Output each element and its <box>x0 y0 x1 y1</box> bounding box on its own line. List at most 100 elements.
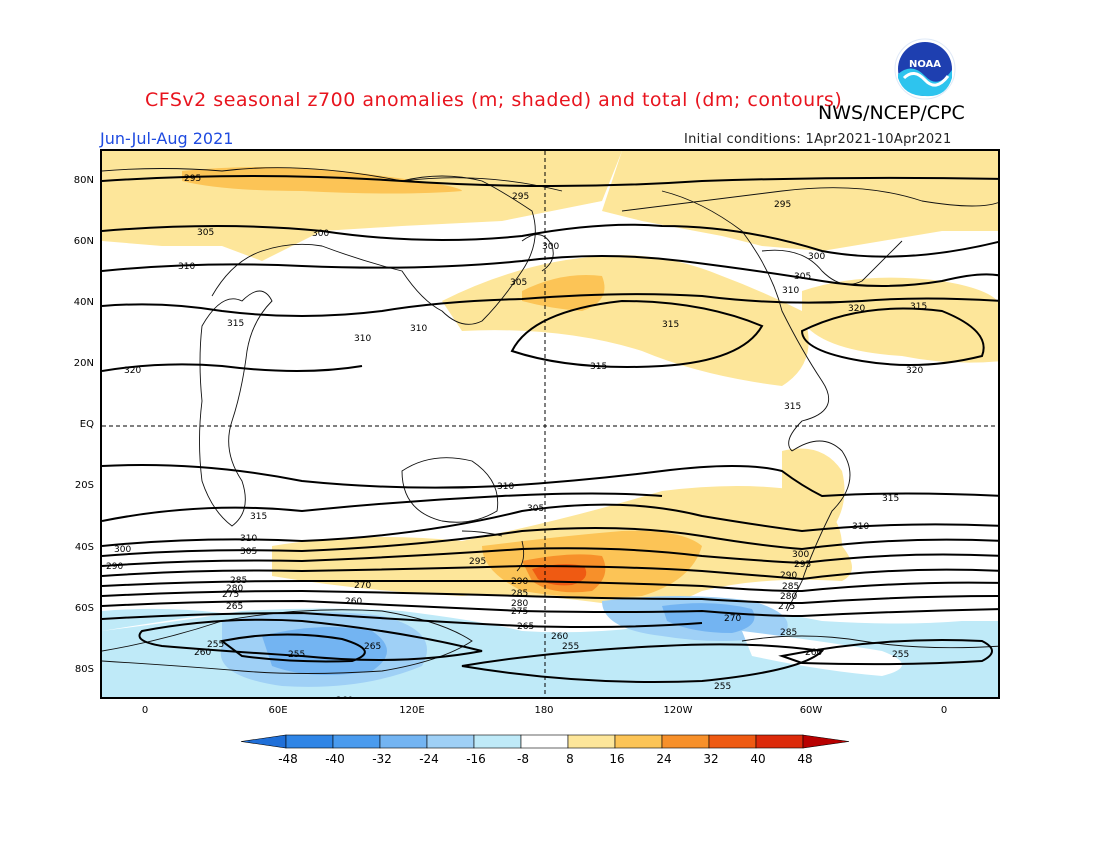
colorbar-bin <box>426 734 475 749</box>
contour-label: 260 <box>194 648 211 658</box>
colorbar-tick: -40 <box>325 752 345 766</box>
contour-label: 305 <box>197 228 214 238</box>
positive-anomaly-shading <box>102 151 998 607</box>
contour-label: 295 <box>774 200 791 210</box>
agency-label: NWS/NCEP/CPC <box>818 102 965 124</box>
colorbar-tick: -8 <box>517 752 529 766</box>
contour-label: 315 <box>662 320 679 330</box>
contour-label: 320 <box>124 366 141 376</box>
lon-label-120e: 120E <box>399 705 425 716</box>
contour-label: 270 <box>724 614 741 624</box>
lon-label-60w: 60W <box>799 705 823 716</box>
lat-label-80n: 80N <box>73 175 94 186</box>
colorbar-bin <box>520 734 569 749</box>
contour-label: 260 <box>805 648 822 658</box>
contour-label: 295 <box>512 192 529 202</box>
lat-label-80s: 80S <box>74 664 94 675</box>
colorbar-tick: 40 <box>750 752 766 766</box>
contour-label: 255 <box>207 640 224 650</box>
contour-labels: 295 295 295 300 300 300 305 305 305 310 … <box>106 174 927 699</box>
lon-label-0: 0 <box>141 705 149 716</box>
colorbar-bin <box>473 734 522 749</box>
contour-label: 310 <box>240 534 257 544</box>
contour-label: 260 <box>551 632 568 642</box>
contour-label: 300 <box>808 252 825 262</box>
contour-label: 285 <box>780 628 797 638</box>
colorbar-bin <box>332 734 381 749</box>
contour-label: 315 <box>227 319 244 329</box>
contour-label: 290 <box>106 562 123 572</box>
contour-label: 305 <box>510 278 527 288</box>
anomaly-map: 295 295 295 300 300 300 305 305 305 310 … <box>100 149 1000 699</box>
contour-label: 310 <box>410 324 427 334</box>
contour-label: 315 <box>910 302 927 312</box>
contour-label: 275 <box>222 590 239 600</box>
contour-label: 310 <box>852 522 869 532</box>
colorbar-bin <box>240 734 287 749</box>
contour-label: 310 <box>354 334 371 344</box>
contour-label: 255 <box>562 642 579 652</box>
lon-label-180: 180 <box>534 705 554 716</box>
lat-label-40n: 40N <box>73 297 94 308</box>
contour-label: 300 <box>542 242 559 252</box>
lon-label-60e: 60E <box>268 705 288 716</box>
colorbar-tick: 48 <box>797 752 813 766</box>
contour-label: 315 <box>590 362 607 372</box>
contour-label: 315 <box>882 494 899 504</box>
map-svg: 295 295 295 300 300 300 305 305 305 310 … <box>102 151 998 699</box>
contour-label: 320 <box>906 366 923 376</box>
contour-label: 260 <box>336 696 353 699</box>
lat-label-60s: 60S <box>74 603 94 614</box>
initial-conditions-label: Initial conditions: 1Apr2021-10Apr2021 <box>684 132 952 147</box>
contour-label: 300 <box>312 229 329 239</box>
contour-label: 295 <box>184 174 201 184</box>
contour-label: 295 <box>794 560 811 570</box>
season-label: Jun-Jul-Aug 2021 <box>100 129 234 148</box>
contour-label: 275 <box>778 602 795 612</box>
contour-label: 265 <box>226 602 243 612</box>
contour-label: 315 <box>250 512 267 522</box>
lon-label-120w: 120W <box>663 705 693 716</box>
colorbar-tick: -32 <box>372 752 392 766</box>
colorbar-bin <box>802 734 850 749</box>
contour-label: 320 <box>848 304 865 314</box>
contour-label: 285 <box>230 576 247 586</box>
contour-label: 275 <box>511 607 528 617</box>
contour-label: 305 <box>527 504 544 514</box>
negative-anomaly-shading <box>102 596 998 697</box>
lon-label-0-east: 0 <box>940 705 948 716</box>
lat-label-60n: 60N <box>73 236 94 247</box>
contour-label: 300 <box>114 545 131 555</box>
lat-label-20n: 20N <box>73 358 94 369</box>
contour-label: 310 <box>178 262 195 272</box>
lat-label-20s: 20S <box>74 480 94 491</box>
noaa-logo: NOAA <box>894 38 956 100</box>
contour-label: 265 <box>517 622 534 632</box>
colorbar-bin <box>379 734 428 749</box>
lat-label-40s: 40S <box>74 542 94 553</box>
lat-label-eq: EQ <box>79 419 94 430</box>
colorbar-bin <box>567 734 616 749</box>
colorbar-tick: 16 <box>609 752 625 766</box>
contour-label: 290 <box>511 577 528 587</box>
contour-label: 255 <box>288 650 305 660</box>
contour-label: 270 <box>354 581 371 591</box>
contour-label: 265 <box>364 642 381 652</box>
contour-label: 280 <box>780 592 797 602</box>
contour-label: 290 <box>780 571 797 581</box>
colorbar-bin <box>755 734 804 749</box>
contour-label: 295 <box>469 557 486 567</box>
colorbar <box>240 734 850 749</box>
colorbar-bin <box>614 734 663 749</box>
contour-label: 280 <box>511 599 528 609</box>
colorbar-tick: 8 <box>566 752 574 766</box>
contour-label: 310 <box>497 482 514 492</box>
height-contours <box>102 175 998 683</box>
contour-label: 305 <box>794 272 811 282</box>
colorbar-tick: -16 <box>466 752 486 766</box>
contour-label: 280 <box>226 584 243 594</box>
colorbar-tick: 32 <box>703 752 719 766</box>
contour-label: 305 <box>240 547 257 557</box>
contour-label: 255 <box>892 650 909 660</box>
contour-label: 285 <box>511 589 528 599</box>
